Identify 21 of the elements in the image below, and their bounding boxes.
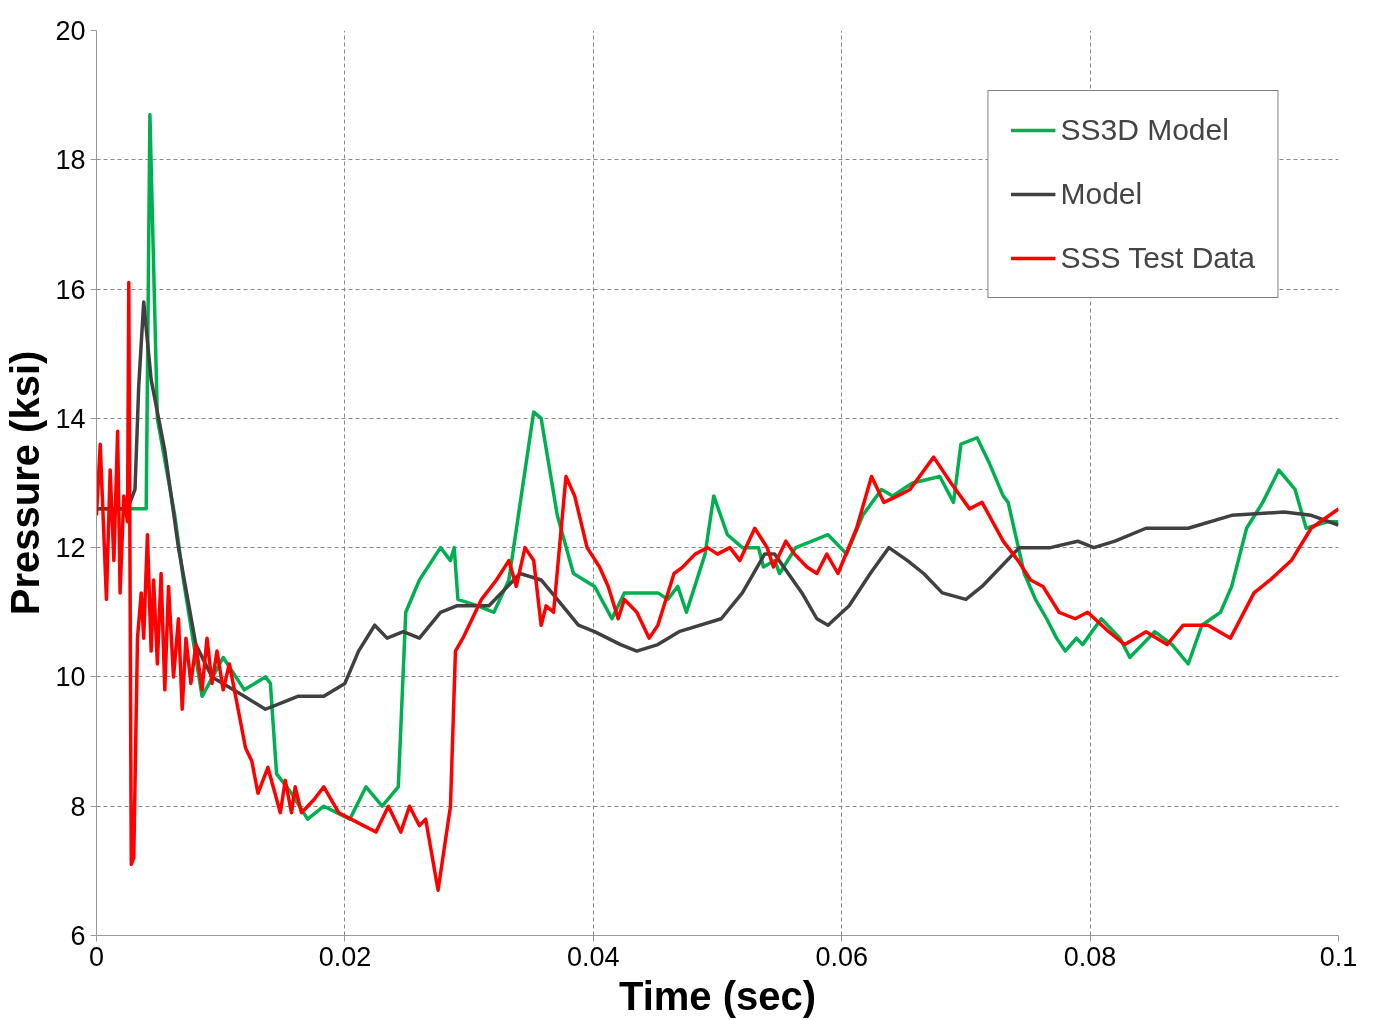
y-tick-label: 8 [70,791,86,822]
x-tick-label: 0.06 [815,941,868,972]
y-tick-label: 10 [55,662,86,693]
x-tick-label: 0.1 [1319,941,1358,972]
y-tick-label: 18 [55,145,86,176]
line-series [96,280,1339,892]
y-tick-label: 20 [55,16,86,46]
legend-label: Model [1060,177,1143,211]
x-tick-label: 0.04 [567,941,620,972]
x-axis-title: Time (sec) [618,973,817,1018]
x-tick-label: 0.02 [318,941,372,972]
x-tick-label: 0 [88,941,105,972]
y-tick-label: 14 [55,403,86,434]
legend-label: SSS Test Data [1060,241,1255,275]
legend-label: SS3D Model [1060,113,1229,147]
y-tick-label: 12 [55,533,86,564]
y-tick-label: 16 [55,274,86,305]
x-tick-label: 0.08 [1063,941,1117,972]
y-tick-label: 6 [70,921,86,951]
y-axis-title: Pressure (ksi) [3,350,48,616]
line-series [96,300,1339,711]
